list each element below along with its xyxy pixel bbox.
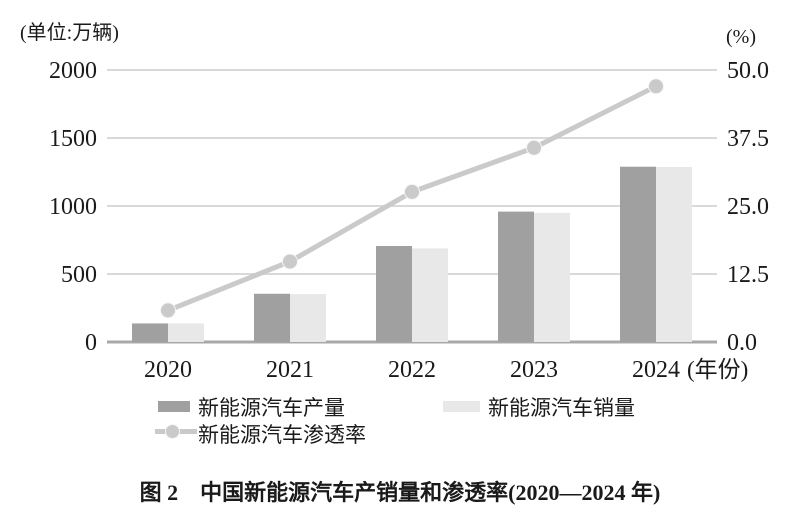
sales-bar [656,167,692,342]
production-bar [376,246,412,342]
x-axis-tick-label: 2021 [266,357,314,383]
penetration-marker [404,183,420,200]
right-axis-tick-label: 25.0 [727,194,769,220]
left-axis-tick-label: 0 [85,330,97,356]
sales-legend-label: 新能源汽车销量 [488,396,635,420]
right-axis-tick-label: 0.0 [727,330,757,356]
left-axis-tick-label: 1000 [49,194,97,220]
right-axis-tick-label: 50.0 [727,58,769,84]
penetration-legend-label: 新能源汽车渗透率 [198,423,366,447]
sales-bar [168,323,204,342]
sales-bar [534,212,570,342]
x-axis-unit-label: (年份) [687,357,748,382]
x-axis-tick-label: 2022 [388,357,436,383]
penetration-marker [160,302,176,319]
right-axis-tick-label: 37.5 [727,126,769,152]
production-legend-swatch [158,401,190,412]
left-axis-tick-label: 500 [61,262,97,288]
x-axis-tick-label: 2024 [632,357,680,383]
sales-bar [412,248,448,342]
production-legend-label: 新能源汽车产量 [198,396,345,420]
penetration-marker [526,139,542,156]
x-axis-tick-label: 2023 [510,357,558,383]
left-axis-unit-label: (单位:万辆) [20,22,119,44]
left-axis-tick-label: 2000 [49,58,97,84]
production-bar [132,323,168,342]
penetration-marker [648,78,664,95]
sales-bar [290,294,326,342]
production-bar [254,293,290,342]
figure-caption: 图 2 中国新能源汽车产销量和渗透率(2020—2024 年) [139,480,661,505]
penetration-marker [282,253,298,270]
right-axis-tick-label: 12.5 [727,262,769,288]
production-bar [498,211,534,342]
penetration-legend-marker-icon [165,424,180,439]
x-axis-tick-label: 2020 [144,357,192,383]
right-axis-unit-label: (%) [726,26,756,48]
sales-legend-swatch [443,401,480,412]
left-axis-tick-label: 1500 [49,126,97,152]
nev-combo-chart: 2000 1500 1000 500 0 50.0 37.5 25.0 12.5 0.0 2020 2… [49,58,769,383]
production-bar [620,166,656,342]
